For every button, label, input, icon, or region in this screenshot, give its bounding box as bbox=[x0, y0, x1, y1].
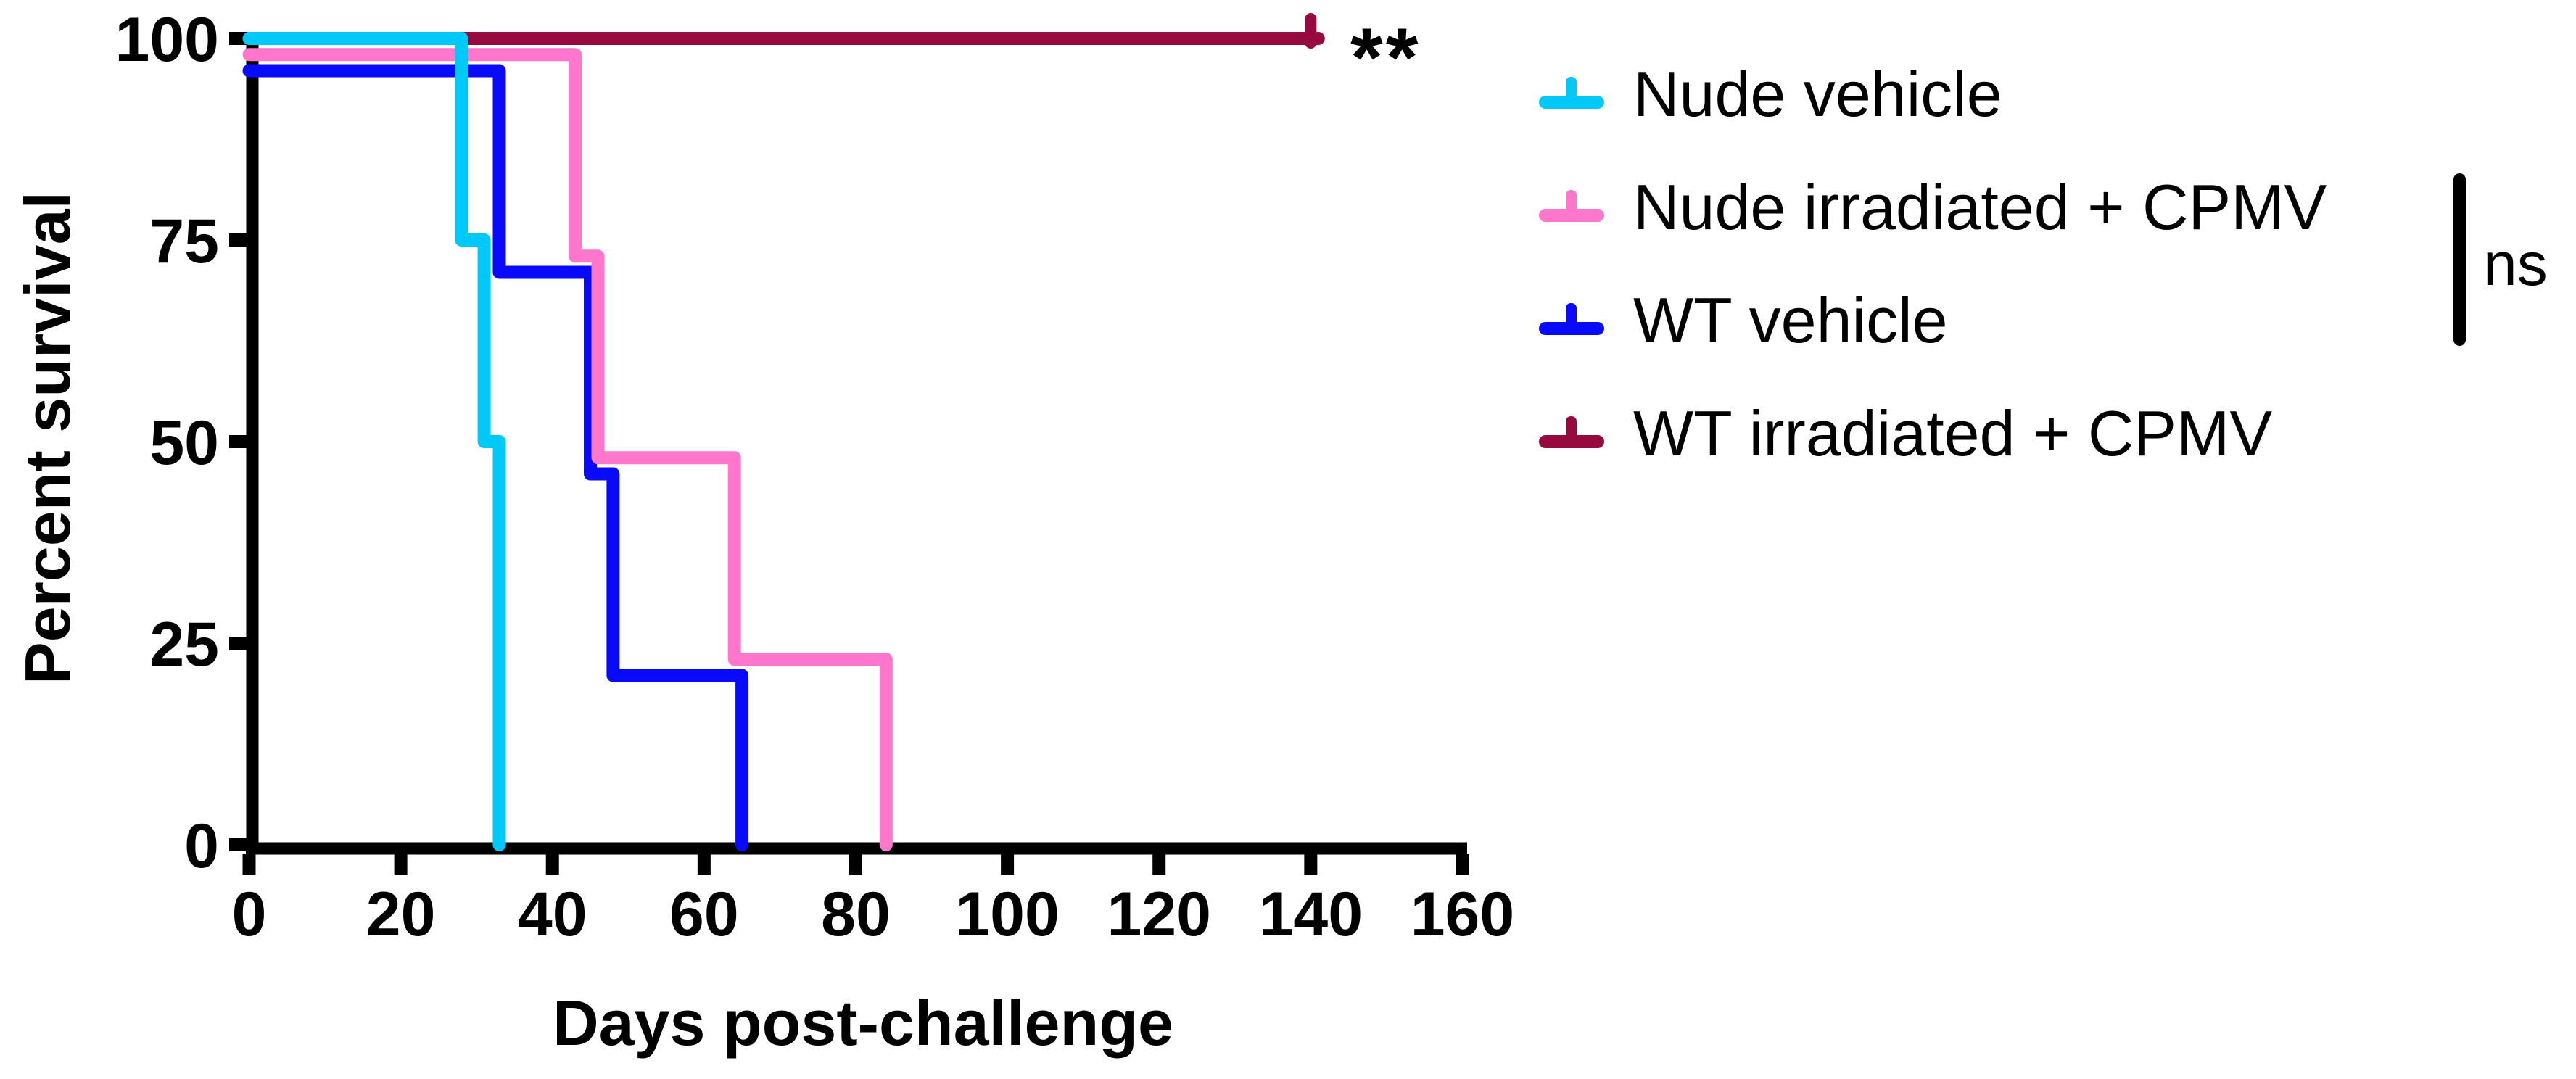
legend-censor-tick-icon bbox=[1566, 416, 1577, 441]
x-axis-title: Days post-challenge bbox=[553, 987, 1173, 1059]
x-tick-label-60: 60 bbox=[669, 880, 739, 949]
legend-label: WT irradiated + CPMV bbox=[1633, 397, 2273, 469]
x-tick-label-160: 160 bbox=[1411, 880, 1515, 949]
y-axis-title: Percent survival bbox=[12, 191, 83, 685]
y-tick-label-0: 0 bbox=[184, 811, 219, 881]
ns-comparison-bracket bbox=[2453, 173, 2466, 346]
legend-symbol-nude-irradiated-cpmv bbox=[1539, 174, 1604, 241]
legend-label: WT vehicle bbox=[1633, 284, 1948, 356]
legend-label: Nude irradiated + CPMV bbox=[1633, 171, 2327, 243]
legend-item-nude-irradiated-cpmv: Nude irradiated + CPMV bbox=[1539, 171, 2327, 243]
y-tick-label-25: 25 bbox=[149, 610, 219, 679]
legend-censor-tick-icon bbox=[1566, 190, 1577, 215]
legend-censor-tick-icon bbox=[1566, 77, 1577, 102]
legend-label: Nude vehicle bbox=[1633, 58, 2002, 130]
y-tick-label-50: 50 bbox=[149, 408, 219, 478]
legend-line-icon bbox=[1539, 322, 1604, 335]
x-tick-label-140: 140 bbox=[1259, 880, 1363, 949]
legend-line-icon bbox=[1539, 96, 1604, 109]
x-tick-label-20: 20 bbox=[366, 880, 436, 949]
legend-line-icon bbox=[1539, 209, 1604, 222]
y-tick-label-75: 75 bbox=[149, 207, 219, 276]
series-line-nude-irradiated-cpmv bbox=[242, 48, 893, 851]
legend-item-wt-irradiated-cpmv: WT irradiated + CPMV bbox=[1539, 397, 2272, 469]
x-tick-label-100: 100 bbox=[955, 880, 1060, 949]
series-line-wt-vehicle bbox=[242, 64, 749, 851]
legend-line-icon bbox=[1539, 435, 1604, 448]
legend-symbol-nude-vehicle bbox=[1539, 61, 1604, 128]
legend-symbol-wt-irradiated-cpmv bbox=[1539, 400, 1604, 467]
x-tick-label-120: 120 bbox=[1107, 880, 1211, 949]
ns-label: ns bbox=[2483, 230, 2548, 298]
legend-item-nude-vehicle: Nude vehicle bbox=[1539, 58, 2002, 130]
significance-asterisks: ** bbox=[1350, 12, 1421, 104]
legend-censor-tick-icon bbox=[1566, 303, 1577, 328]
x-tick-label-80: 80 bbox=[821, 880, 891, 949]
legend-symbol-wt-vehicle bbox=[1539, 287, 1604, 354]
legend-item-wt-vehicle: WT vehicle bbox=[1539, 284, 1948, 356]
y-tick-label-100: 100 bbox=[115, 5, 220, 75]
series-line-nude-vehicle bbox=[242, 32, 506, 851]
x-tick-label-40: 40 bbox=[518, 880, 587, 949]
x-tick-label-0: 0 bbox=[232, 880, 267, 949]
